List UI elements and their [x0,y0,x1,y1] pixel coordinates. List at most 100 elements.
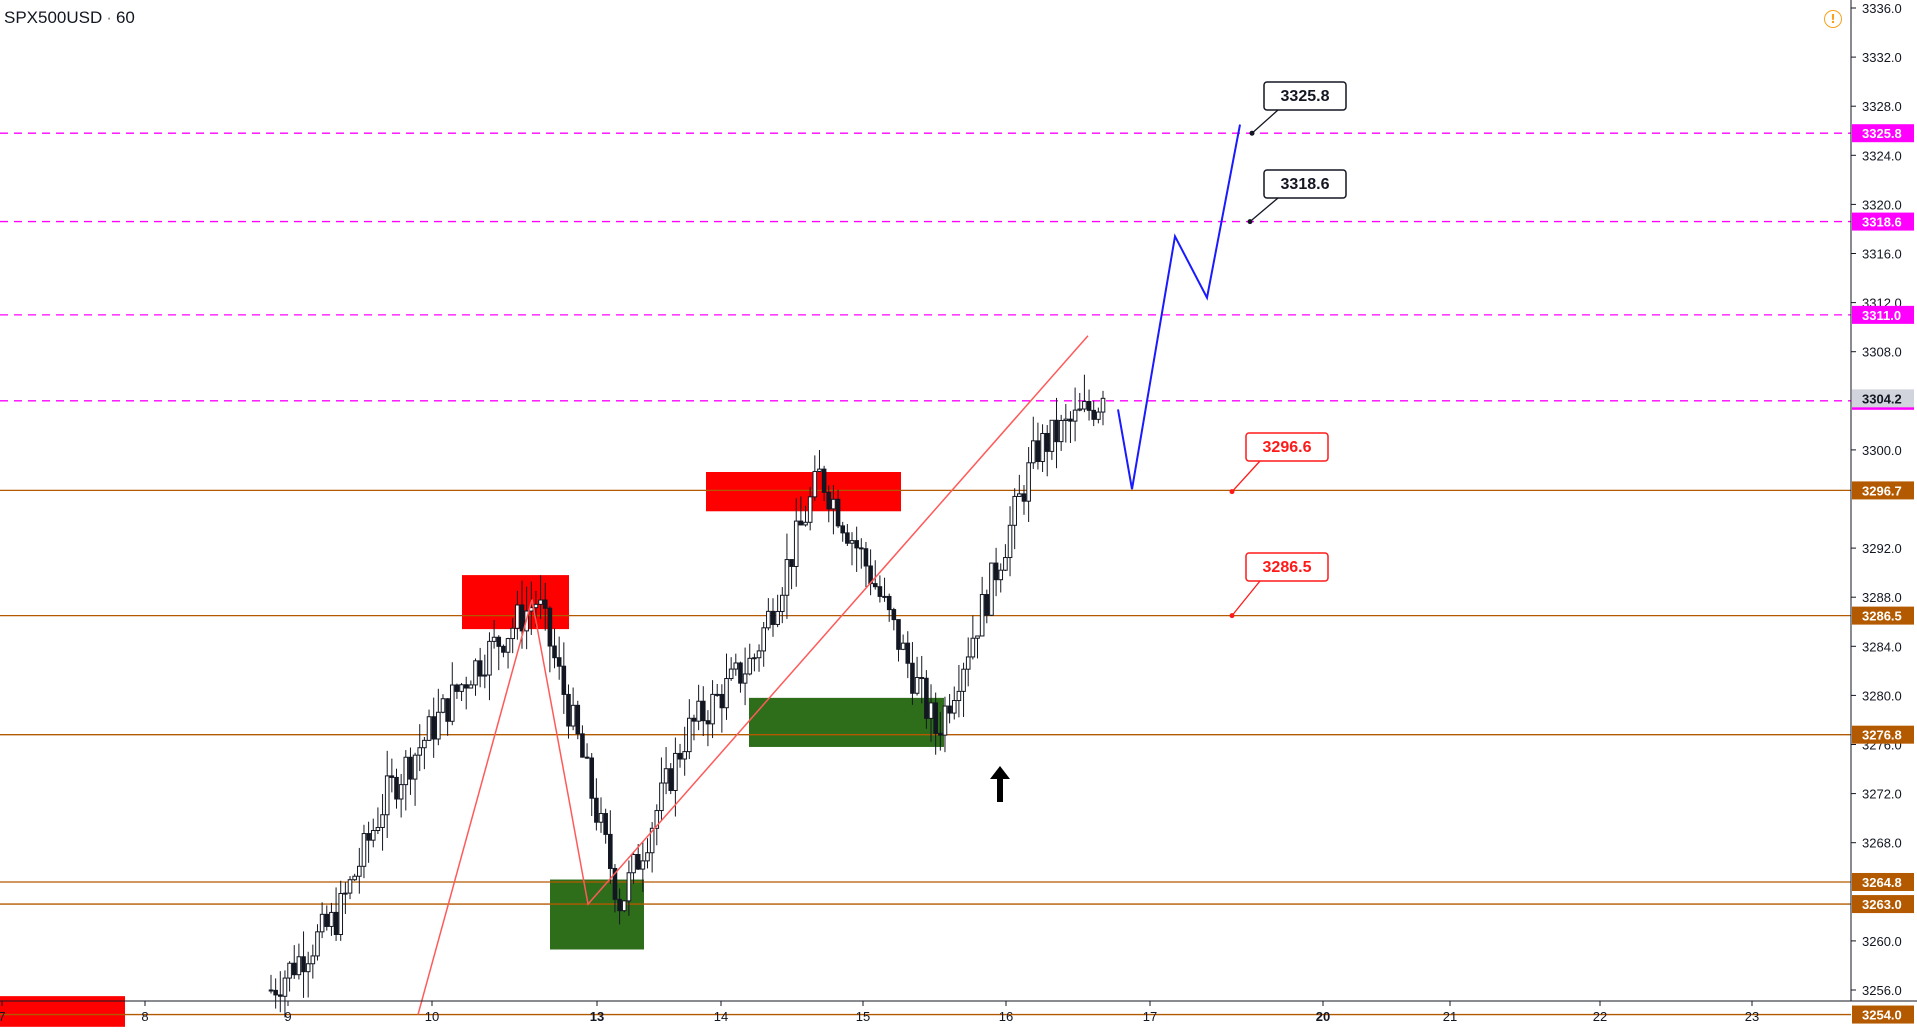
candle-body [566,693,571,727]
candle-body [515,604,520,629]
interval-label: 60 [115,8,135,27]
y-tick-label-16: 3260.0 [1862,934,1902,949]
candle-body [538,599,543,605]
candle-body [510,627,515,640]
projection-path [1117,124,1241,490]
candle-body [370,830,376,841]
candle-body [319,913,325,933]
candle-body [803,521,808,526]
candle-body [384,775,390,816]
candle-body [394,776,399,800]
candle-body [682,751,687,760]
x-tick-label-9: 20 [1316,1009,1330,1024]
level-axis-label-0-bg [1852,481,1914,500]
price-axis-bg [1851,0,1917,1033]
candle-body [886,595,892,611]
candle-body [891,609,897,621]
candle-body [817,468,822,472]
candle-body [654,810,660,829]
candle-body [268,989,274,992]
candle-body [426,716,432,741]
callout-box-1 [1263,169,1347,199]
candle-body [631,854,636,874]
candle-body [896,619,901,650]
callout-anchor-2 [1229,489,1235,495]
candle-body [519,604,525,632]
candle-body [315,931,320,957]
candle-body [310,955,316,965]
dashed-axis-label-1: 3318.6 [1862,215,1902,230]
candle-body [621,900,627,912]
candle-body [724,678,729,709]
candle-body [1054,419,1059,443]
candle-body [673,752,678,791]
candle-body [1003,557,1008,571]
candle-body [273,989,278,996]
candle-body [417,747,423,756]
dashed-axis-label-1-bg [1852,212,1914,231]
candle-body [333,911,339,936]
candle-body [305,963,311,973]
candle-body [779,594,785,612]
candle-body [747,657,753,675]
candle-body [696,700,701,722]
candle-body [324,913,330,927]
candle-body [412,754,418,780]
candle-body [1086,400,1092,411]
candle-body [603,813,608,835]
candle-body [1096,411,1101,420]
candle-body [924,677,929,719]
candle-body [343,892,348,895]
callout-label-0: 3325.8 [1281,88,1330,105]
candle-body [649,827,655,854]
candle-body [547,607,553,647]
dashed-axis-label-2-bg [1852,305,1914,324]
callout-label-2: 3296.6 [1263,439,1312,456]
y-tick-label-2: 3328.0 [1862,99,1902,114]
x-tick-label-8: 17 [1143,1009,1157,1024]
callout-pointer-3 [1231,580,1261,617]
candle-body [919,677,925,680]
y-tick-label-5: 3316.0 [1862,247,1902,262]
candle-body [635,854,641,870]
candle-body [947,705,952,714]
candle-body [831,498,836,510]
candle-body [793,520,799,567]
x-tick-label-12: 23 [1745,1009,1759,1024]
callout-label-1: 3318.6 [1281,176,1330,193]
candle-body [770,610,776,625]
current-price-label-bg [1852,389,1914,408]
candle-body [361,833,367,867]
candle-body [784,559,790,596]
candle-body [1030,440,1036,464]
candle-body [501,645,506,653]
candle-body [617,898,622,912]
x-tick-label-4: 13 [590,1009,604,1024]
candle-body [1012,495,1017,526]
zone-red-0 [706,471,901,512]
candle-body [403,756,409,786]
y-tick-label-14: 3272.0 [1862,787,1902,802]
candle-body [473,660,478,686]
candle-body [491,636,497,642]
level-axis-label-1-bg [1852,606,1914,625]
candle-body [900,642,906,650]
x-tick-label-0: 7 [0,1009,6,1024]
candle-body [1082,400,1087,410]
candle-body [1026,462,1031,502]
candle-body [1049,419,1055,452]
candle-body [975,635,980,639]
warning-circle-icon[interactable]: ! [1824,10,1842,28]
callout-box-2 [1245,432,1329,462]
candle-body [594,797,599,823]
x-tick-label-7: 16 [999,1009,1013,1024]
candle-body [677,752,683,760]
candle-body [598,813,604,823]
candle-body [1100,397,1106,413]
level-axis-label-1: 3286.5 [1862,609,1902,624]
level-axis-label-3: 3264.8 [1862,875,1902,890]
candle-body [752,657,757,660]
x-tick-label-5: 14 [714,1009,728,1024]
candle-body [389,775,395,778]
